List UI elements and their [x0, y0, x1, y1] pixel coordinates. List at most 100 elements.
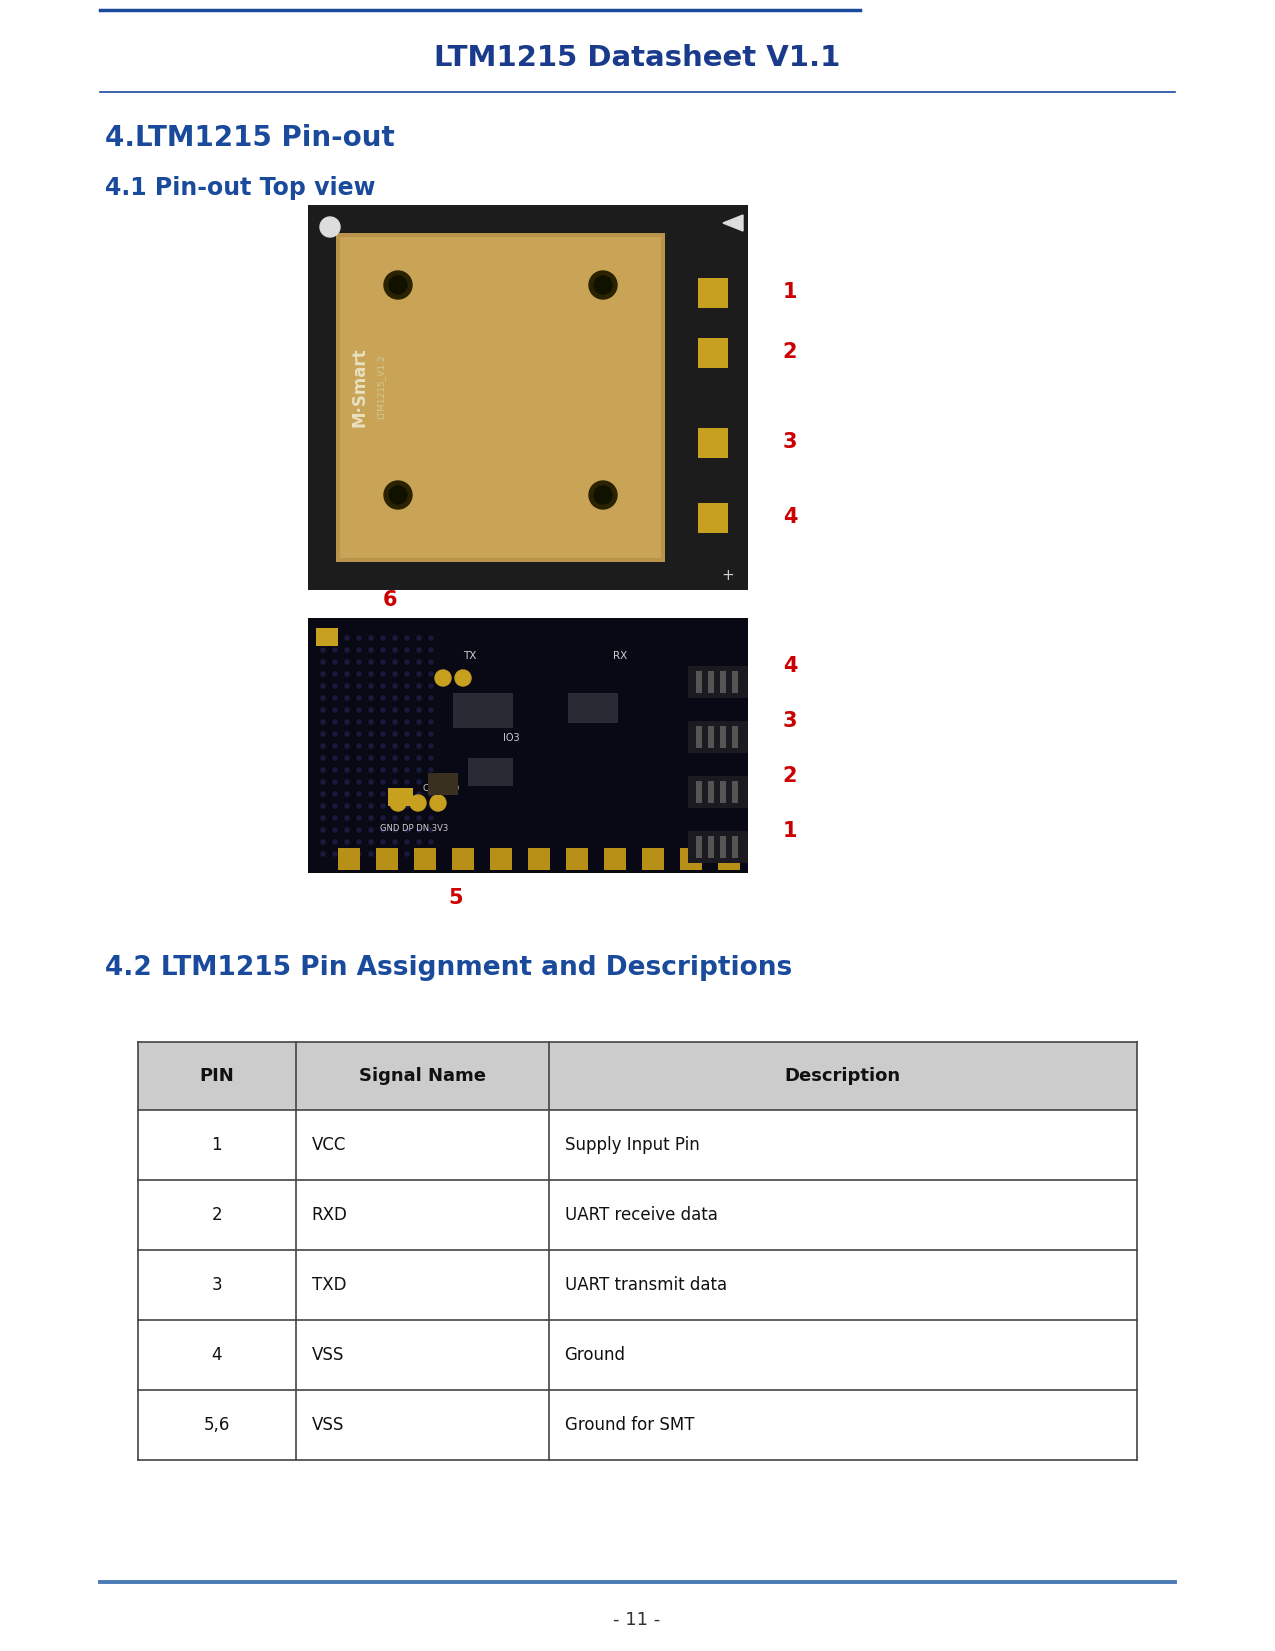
Circle shape	[417, 792, 421, 796]
Circle shape	[346, 852, 349, 855]
Circle shape	[368, 768, 374, 773]
Circle shape	[321, 684, 325, 688]
Text: 4: 4	[212, 1346, 222, 1364]
Text: RXD: RXD	[312, 1205, 348, 1223]
Circle shape	[428, 768, 434, 773]
Circle shape	[393, 756, 397, 759]
Circle shape	[405, 840, 409, 844]
Circle shape	[417, 731, 421, 736]
Circle shape	[417, 804, 421, 807]
Text: Description: Description	[784, 1067, 901, 1085]
Text: 3: 3	[783, 433, 797, 452]
Bar	[138, 1321, 1137, 1390]
Circle shape	[417, 779, 421, 784]
Circle shape	[393, 731, 397, 736]
Circle shape	[357, 660, 361, 664]
Circle shape	[333, 792, 337, 796]
Text: CS HW0: CS HW0	[423, 784, 459, 792]
Circle shape	[346, 829, 349, 832]
Bar	[309, 617, 748, 873]
Circle shape	[428, 708, 434, 712]
Bar	[310, 621, 746, 872]
Circle shape	[428, 720, 434, 725]
Circle shape	[381, 792, 385, 796]
Circle shape	[357, 647, 361, 652]
Bar	[696, 781, 703, 802]
Circle shape	[428, 672, 434, 675]
Circle shape	[393, 829, 397, 832]
Circle shape	[357, 816, 361, 821]
Polygon shape	[723, 215, 743, 231]
Bar	[316, 627, 338, 646]
Circle shape	[357, 636, 361, 641]
Circle shape	[368, 720, 374, 725]
Circle shape	[428, 684, 434, 688]
Circle shape	[333, 816, 337, 821]
Circle shape	[381, 840, 385, 844]
Circle shape	[321, 745, 325, 748]
Text: 4: 4	[783, 507, 797, 527]
Bar	[567, 693, 618, 723]
Text: Supply Input Pin: Supply Input Pin	[565, 1136, 700, 1154]
Circle shape	[346, 792, 349, 796]
Circle shape	[428, 756, 434, 759]
Circle shape	[368, 756, 374, 759]
Circle shape	[321, 647, 325, 652]
Circle shape	[417, 816, 421, 821]
Bar	[138, 1109, 1137, 1180]
Circle shape	[346, 779, 349, 784]
Circle shape	[381, 697, 385, 700]
Circle shape	[405, 660, 409, 664]
Circle shape	[368, 816, 374, 821]
Bar	[688, 665, 748, 698]
Bar	[604, 849, 626, 870]
Text: 5: 5	[449, 888, 463, 908]
Circle shape	[417, 636, 421, 641]
Bar	[720, 726, 725, 748]
Bar	[688, 830, 748, 863]
Bar	[414, 849, 436, 870]
Circle shape	[333, 697, 337, 700]
Circle shape	[333, 840, 337, 844]
Circle shape	[393, 660, 397, 664]
Circle shape	[411, 796, 426, 811]
Bar	[138, 1390, 1137, 1459]
Circle shape	[381, 708, 385, 712]
Bar	[697, 504, 728, 533]
Circle shape	[405, 684, 409, 688]
Circle shape	[368, 745, 374, 748]
Circle shape	[333, 720, 337, 725]
Circle shape	[405, 647, 409, 652]
Circle shape	[368, 660, 374, 664]
Circle shape	[333, 684, 337, 688]
Circle shape	[321, 697, 325, 700]
Circle shape	[368, 636, 374, 641]
Bar	[338, 849, 360, 870]
Bar	[732, 835, 738, 859]
Circle shape	[346, 745, 349, 748]
Circle shape	[389, 485, 407, 504]
Circle shape	[405, 816, 409, 821]
Circle shape	[405, 829, 409, 832]
Circle shape	[368, 697, 374, 700]
Circle shape	[333, 647, 337, 652]
Bar	[688, 721, 748, 753]
Circle shape	[393, 816, 397, 821]
Circle shape	[390, 796, 405, 811]
Circle shape	[368, 840, 374, 844]
Text: 5,6: 5,6	[204, 1417, 230, 1435]
Text: 6: 6	[382, 589, 398, 609]
Circle shape	[428, 697, 434, 700]
Text: 2: 2	[783, 766, 797, 786]
Circle shape	[346, 672, 349, 675]
Text: PIN: PIN	[200, 1067, 235, 1085]
Circle shape	[321, 852, 325, 855]
Circle shape	[381, 852, 385, 855]
Circle shape	[428, 660, 434, 664]
Circle shape	[428, 636, 434, 641]
Circle shape	[428, 647, 434, 652]
Bar	[428, 773, 458, 796]
Circle shape	[389, 276, 407, 294]
Circle shape	[346, 720, 349, 725]
Circle shape	[417, 768, 421, 773]
